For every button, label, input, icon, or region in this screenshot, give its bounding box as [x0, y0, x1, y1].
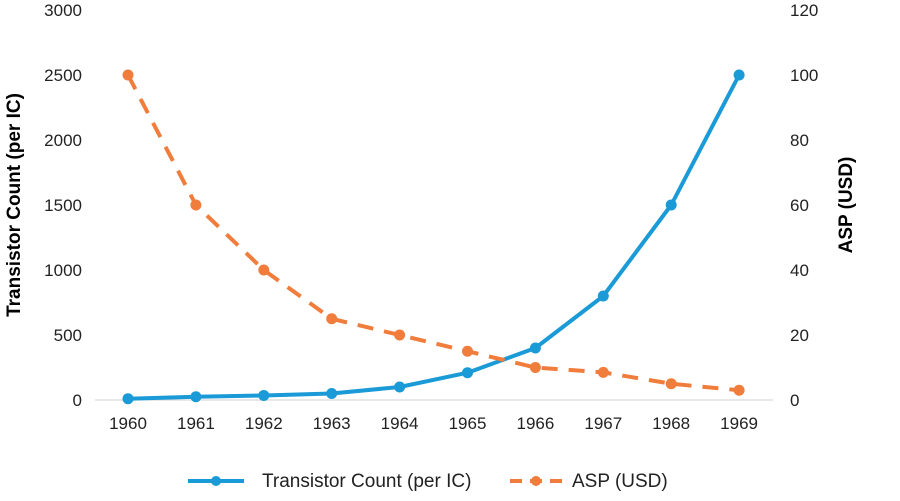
x-tick-label: 1967: [584, 414, 622, 433]
transistor-count-point: [529, 342, 541, 354]
legend-label-transistor-count: Transistor Count (per IC): [262, 471, 471, 492]
left-y-tick-label: 2500: [44, 66, 82, 85]
left-y-axis: 0 500 1000 1500 2000 2500 3000: [44, 1, 82, 410]
asp-point: [665, 378, 677, 390]
left-y-tick-label: 0: [73, 391, 82, 410]
transistor-count-point: [326, 388, 338, 399]
asp-point: [529, 362, 541, 373]
right-y-tick-label: 20: [790, 326, 809, 345]
x-tick-label: 1963: [313, 414, 351, 433]
left-y-tick-label: 3000: [44, 1, 82, 20]
x-tick-label: 1961: [177, 414, 215, 433]
transistor-count-point: [394, 381, 406, 393]
x-tick-label: 1968: [652, 414, 690, 433]
transistor-count-point: [462, 367, 473, 379]
legend: Transistor Count (per IC) ASP (USD): [188, 471, 668, 492]
right-y-tick-label: 120: [790, 1, 818, 20]
transistor-count-point: [597, 290, 609, 302]
x-tick-label: 1964: [381, 414, 419, 433]
transistor-count-point: [258, 389, 270, 401]
asp-line: [126, 74, 740, 393]
left-y-tick-label: 1500: [44, 196, 82, 215]
legend-label-asp: ASP (USD): [572, 471, 668, 492]
right-y-axis-title: ASP (USD): [836, 157, 857, 254]
plot-area: [122, 69, 745, 405]
x-axis: 1960 1961 1962 1963 1964 1965 1966 1967 1968 1969: [109, 414, 758, 433]
x-tick-label: 1965: [449, 414, 487, 433]
transistor-count-point: [122, 393, 134, 405]
x-tick-label: 1960: [109, 414, 147, 433]
transistor-count-point: [733, 69, 745, 81]
asp-point: [394, 329, 406, 341]
asp-point: [190, 199, 202, 211]
left-y-tick-label: 500: [54, 326, 82, 345]
right-y-tick-label: 60: [790, 196, 809, 215]
asp-point: [258, 264, 270, 276]
right-y-axis: 0 20 40 60 80 100 120: [790, 1, 818, 410]
left-y-axis-title: Transistor Count (per IC): [4, 93, 25, 317]
left-y-tick-label: 1000: [44, 261, 82, 280]
x-tick-label: 1969: [720, 414, 758, 433]
legend-marker-transistor-count: [211, 476, 221, 486]
asp-point: [597, 366, 609, 378]
transistor-count-line: [126, 73, 742, 401]
right-y-tick-label: 80: [790, 131, 809, 150]
transistor-count-point: [190, 391, 202, 403]
x-tick-label: 1966: [516, 414, 554, 433]
left-y-tick-label: 2000: [44, 131, 82, 150]
transistor-count-point: [665, 199, 677, 211]
asp-point: [462, 345, 473, 357]
asp-point: [122, 69, 134, 81]
asp-point: [326, 313, 338, 325]
x-tick-label: 1962: [245, 414, 283, 433]
asp-point: [733, 384, 745, 396]
right-y-tick-label: 100: [790, 66, 818, 85]
right-y-tick-label: 40: [790, 261, 809, 280]
right-y-tick-label: 0: [790, 391, 799, 410]
legend-marker-asp: [531, 476, 541, 486]
